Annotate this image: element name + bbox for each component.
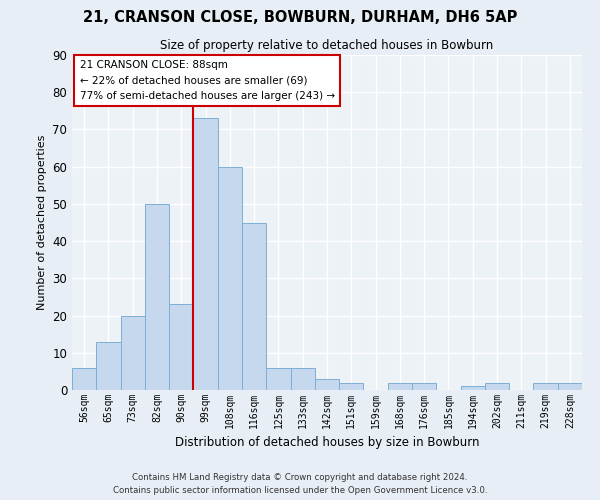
Bar [290,368,315,390]
Bar [169,304,193,390]
Bar [315,379,339,390]
Text: 21, CRANSON CLOSE, BOWBURN, DURHAM, DH6 5AP: 21, CRANSON CLOSE, BOWBURN, DURHAM, DH6 … [83,10,517,25]
Bar [266,368,290,390]
Bar [558,382,582,390]
Bar [388,382,412,390]
Y-axis label: Number of detached properties: Number of detached properties [37,135,47,310]
Bar [193,118,218,390]
Bar [533,382,558,390]
X-axis label: Distribution of detached houses by size in Bowburn: Distribution of detached houses by size … [175,436,479,450]
Bar [485,382,509,390]
Text: 21 CRANSON CLOSE: 88sqm
← 22% of detached houses are smaller (69)
77% of semi-de: 21 CRANSON CLOSE: 88sqm ← 22% of detache… [80,60,335,101]
Bar [145,204,169,390]
Bar [461,386,485,390]
Bar [72,368,96,390]
Bar [339,382,364,390]
Bar [96,342,121,390]
Bar [242,222,266,390]
Title: Size of property relative to detached houses in Bowburn: Size of property relative to detached ho… [160,40,494,52]
Bar [412,382,436,390]
Text: Contains HM Land Registry data © Crown copyright and database right 2024.
Contai: Contains HM Land Registry data © Crown c… [113,474,487,495]
Bar [121,316,145,390]
Bar [218,166,242,390]
